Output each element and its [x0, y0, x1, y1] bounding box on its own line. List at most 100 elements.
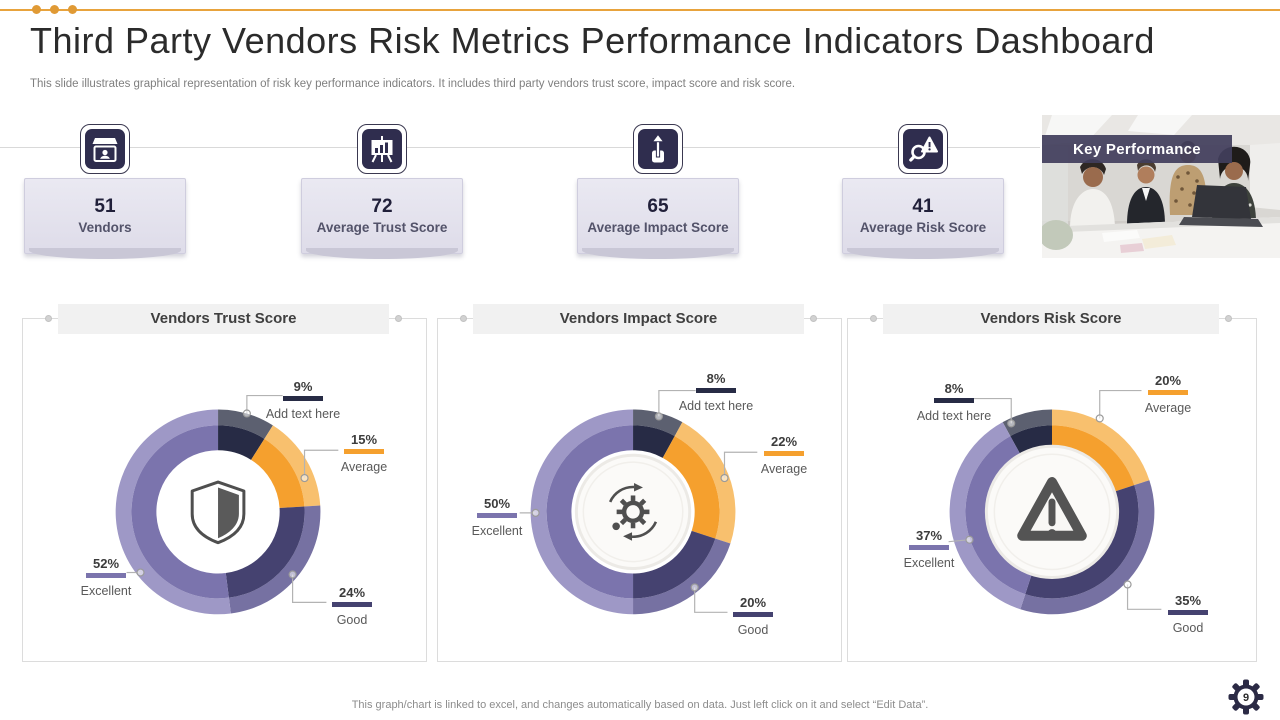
segment-color-bar: [332, 602, 372, 607]
segment-value: 20%: [1154, 373, 1182, 388]
segment-name: Average: [760, 461, 808, 476]
connector-dot: [870, 315, 877, 322]
segment-name: Good: [737, 622, 769, 637]
kpi-label: Average Trust Score: [316, 220, 448, 235]
kpi-icon-trust-score: [357, 124, 407, 174]
segment-name: Excellent: [80, 583, 132, 598]
segment-label: 22% Average: [756, 434, 812, 476]
donut-segment: [662, 436, 720, 539]
accent-dot: [32, 5, 41, 14]
chart-panel-trust-score: Vendors Trust Score 9% Add tex: [22, 304, 427, 662]
donut-segment: [115, 409, 231, 615]
donut-segment: [949, 422, 1026, 610]
segment-name: Good: [336, 612, 368, 627]
accent-dot: [68, 5, 77, 14]
segment-label: 9% Add text here: [261, 379, 345, 421]
segment-label: 52% Excellent: [75, 556, 137, 598]
segment-value: 35%: [1174, 593, 1202, 608]
chart-panel-risk-score: Vendors Risk Score 8: [847, 304, 1257, 662]
segment-label: 20% Good: [725, 595, 781, 637]
footer-note: This graph/chart is linked to excel, and…: [351, 699, 929, 711]
segment-color-bar: [764, 451, 804, 456]
slide-number-gear: 9: [1228, 679, 1264, 715]
donut-segment: [1052, 409, 1150, 486]
slide-number: 9: [1243, 692, 1249, 704]
kpi-card-vendors: 51 Vendors: [24, 178, 186, 259]
chart-title: Vendors Risk Score: [980, 310, 1122, 327]
donut-rings: [530, 409, 736, 615]
presentation-chart-icon: [371, 136, 393, 163]
kpi-card-trust-score: 72 Average Trust Score: [301, 178, 463, 259]
center-disc-ring: [993, 453, 1111, 571]
kpi-icon-vendors: [80, 124, 130, 174]
donut-segment: [225, 506, 305, 598]
segment-color-bar: [1148, 390, 1188, 395]
segment-label: 20% Average: [1140, 373, 1196, 415]
donut-segment: [633, 425, 675, 458]
segment-color-bar: [934, 398, 974, 403]
segment-color-bar: [909, 545, 949, 550]
photo-caption: Key Performance: [1073, 140, 1201, 158]
segment-name: Add text here: [678, 398, 754, 413]
segment-color-bar: [696, 388, 736, 393]
segment-value: 8%: [944, 381, 964, 396]
warning-triangle-icon: [1017, 477, 1087, 541]
connector-dot: [395, 315, 402, 322]
center-disc-ring: [582, 461, 684, 563]
chart-title-bar: Vendors Trust Score: [58, 304, 389, 334]
segment-value: 50%: [483, 496, 511, 511]
segment-name: Excellent: [903, 555, 955, 570]
donut-segment: [530, 409, 634, 615]
donut-segment: [218, 409, 273, 439]
segment-color-bar: [1168, 610, 1208, 615]
page-subtitle: This slide illustrates graphical represe…: [30, 78, 796, 90]
shield-icon: [190, 480, 246, 545]
kpi-label: Vendors: [78, 220, 132, 235]
process-sync-icon: [608, 483, 658, 541]
donut-segment: [633, 409, 683, 437]
segment-value: 37%: [915, 528, 943, 543]
donut-segment: [674, 422, 736, 544]
kpi-value: 72: [371, 196, 393, 217]
segment-label: 24% Good: [324, 585, 380, 627]
chart-title-bar: Vendors Impact Score: [473, 304, 804, 334]
leader-markers: [965, 414, 1132, 589]
kpi-label: Average Impact Score: [587, 220, 729, 235]
connector-dot: [1225, 315, 1232, 322]
kpi-icon-impact-score: [633, 124, 683, 174]
segment-label: 15% Average: [336, 432, 392, 474]
donut-segment: [264, 425, 321, 507]
impact-score-donut-chart: [519, 389, 758, 615]
segment-name: Add text here: [265, 406, 341, 421]
segment-color-bar: [733, 612, 773, 617]
donut-segment: [633, 538, 731, 615]
segment-color-bar: [344, 449, 384, 454]
chart-title: Vendors Impact Score: [559, 310, 718, 327]
donut-segment: [546, 425, 634, 599]
segment-label: 37% Excellent: [898, 528, 960, 570]
photo-caption-banner: Key Performance: [1042, 135, 1232, 163]
top-accent-line: [0, 9, 1280, 11]
donut-segment: [1020, 480, 1155, 615]
accent-dot: [50, 5, 59, 14]
kpi-card-impact-score: 65 Average Impact Score: [577, 178, 739, 259]
segment-value: 9%: [293, 379, 313, 394]
leader-markers: [136, 409, 309, 579]
segment-name: Average: [340, 459, 388, 474]
donut-segment: [1002, 409, 1052, 437]
impact-arrow-icon: [651, 133, 665, 163]
donut-segment: [228, 505, 321, 614]
donut-rings: [115, 409, 321, 615]
vendor-stall-icon: [92, 138, 118, 162]
segment-name: Excellent: [471, 523, 523, 538]
donut-segment: [633, 530, 716, 599]
segment-color-bar: [477, 513, 517, 518]
chart-panel-impact-score: Vendors Impact Score: [437, 304, 842, 662]
kpi-value: 65: [647, 196, 669, 217]
donut-segment: [1025, 485, 1139, 599]
kpi-label: Average Risk Score: [859, 220, 987, 235]
segment-name: Average: [1144, 400, 1192, 415]
donut-segment: [218, 425, 265, 460]
risk-score-donut-chart: [948, 389, 1162, 615]
